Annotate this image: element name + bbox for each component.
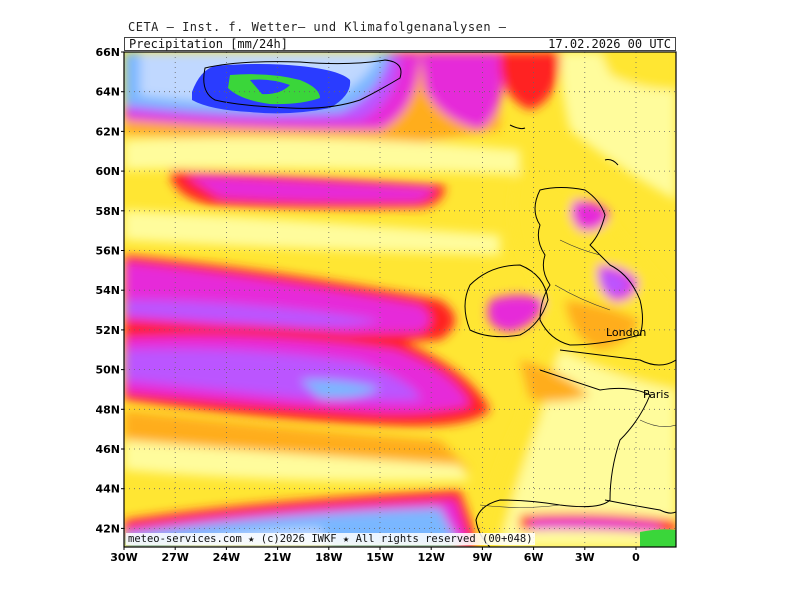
graticule — [124, 52, 676, 547]
coastlines — [203, 59, 676, 547]
lon-label-27W: 27W — [161, 551, 188, 564]
copyright-footer: meteo-services.com ★ (c)2026 IWKF ★ All … — [126, 533, 535, 545]
lat-label-50N: 50N — [95, 364, 120, 377]
lon-label-24W: 24W — [213, 551, 240, 564]
axis-ticks: 66N 64N 62N 60N 58N 56N 54N 52N 50N 48N 46N 44N 42N 3… — [95, 46, 640, 564]
lat-label-62N: 62N — [95, 125, 120, 138]
parameter-label: Precipitation [mm/24h] — [129, 37, 288, 51]
map-frame — [123, 51, 677, 548]
lat-label-46N: 46N — [95, 443, 120, 456]
borders — [479, 239, 676, 508]
lat-label-66N: 66N — [95, 46, 120, 59]
valid-datetime: 17.02.2026 00 UTC — [548, 37, 671, 51]
lat-label-44N: 44N — [95, 483, 120, 496]
lat-label-48N: 48N — [95, 403, 120, 416]
model-title: CETA — Inst. f. Wetter— und Klimafolgena… — [128, 20, 507, 34]
lon-label-18W: 18W — [315, 551, 342, 564]
lon-label-21W: 21W — [264, 551, 291, 564]
lon-label-3W: 3W — [575, 551, 595, 564]
lon-label-0: 0 — [632, 551, 640, 564]
lat-label-64N: 64N — [95, 86, 120, 99]
lat-label-54N: 54N — [95, 284, 120, 297]
lat-label-52N: 52N — [95, 324, 120, 337]
lat-label-42N: 42N — [95, 522, 120, 535]
lon-label-15W: 15W — [366, 551, 393, 564]
city-london: London — [606, 326, 646, 339]
lon-label-9W: 9W — [473, 551, 493, 564]
lat-label-58N: 58N — [95, 205, 120, 218]
precip-field — [124, 52, 676, 547]
city-paris: Paris — [643, 388, 669, 401]
lat-label-60N: 60N — [95, 165, 120, 178]
lon-label-12W: 12W — [417, 551, 444, 564]
lon-label-30W: 30W — [110, 551, 137, 564]
title-bar: Precipitation [mm/24h] 17.02.2026 00 UTC — [124, 37, 676, 51]
lat-label-56N: 56N — [95, 245, 120, 258]
lon-label-6W: 6W — [524, 551, 544, 564]
